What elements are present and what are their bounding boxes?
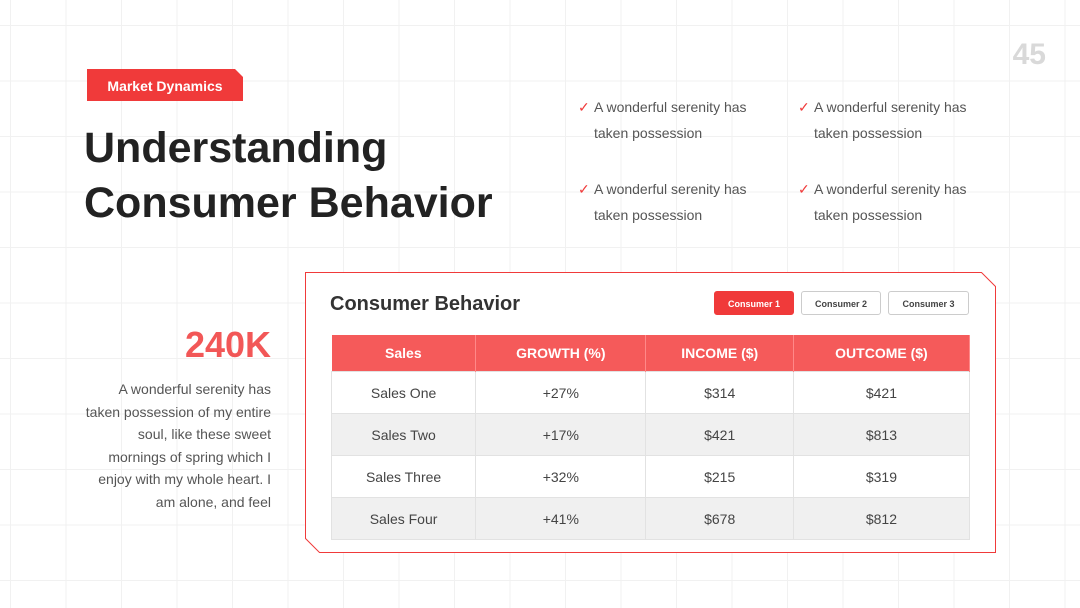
table-cell: Sales One [330,371,477,414]
table-cell: $421 [792,371,971,414]
table-row: Sales Four +41% $678 $812 [330,497,971,540]
table-cell: $678 [645,497,794,540]
table-cell: +17% [475,413,647,456]
tag: Market Dynamics [87,69,243,101]
table-cell: +32% [475,455,647,498]
header-cell: GROWTH (%) [475,335,647,372]
table-cell: +41% [475,497,647,540]
header-cell: OUTCOME ($) [793,335,971,372]
title-line: Consumer Behavior [84,179,493,227]
check-item: ✓ A wonderful serenity has taken possessi… [578,99,747,141]
page-number: 45 [1012,38,1046,71]
table: Sales GROWTH (%) INCOME ($) OUTCOME ($) Sale… [330,335,971,540]
check-item: ✓ A wonderful serenity has taken possessi… [578,181,747,223]
header-cell: Sales [331,335,477,372]
table-cell: Sales Four [330,497,477,540]
check-item: ✓ A wonderful serenity has taken possessi… [798,99,967,141]
stat-value: 240K [184,324,271,365]
table-cell: $314 [645,371,794,414]
table-cell: $421 [645,413,794,456]
check-text: A wonderful serenity has taken possessio… [594,181,747,223]
stat-text: A wonderful serenity has taken possessio… [85,381,271,510]
table-row: Sales Three +32% $215 $319 [330,455,971,498]
tab[interactable]: Consumer 2 [801,291,881,315]
table-cell: Sales Three [330,455,477,498]
tab[interactable]: Consumer 3 [888,291,969,315]
table-cell: Sales Two [330,413,477,456]
title-line: Understanding [84,124,388,172]
header-cell: INCOME ($) [645,335,794,372]
check-text: A wonderful serenity has taken possessio… [814,99,967,141]
check-item: ✓ A wonderful serenity has taken possessi… [798,181,967,223]
check-text: A wonderful serenity has taken possessio… [814,181,967,223]
table-cell: $319 [792,455,971,498]
table-cell: $215 [645,455,794,498]
table-cell: $812 [792,497,971,540]
table-row: Sales One +27% $314 $421 [330,371,971,414]
table-cell: +27% [475,371,647,414]
tab[interactable]: Consumer 1 [714,291,794,315]
table-cell: $813 [792,413,971,456]
table-row: Sales Two +17% $421 $813 [330,413,971,456]
card-title: Consumer Behavior [330,293,521,315]
check-text: A wonderful serenity has taken possessio… [594,99,747,141]
